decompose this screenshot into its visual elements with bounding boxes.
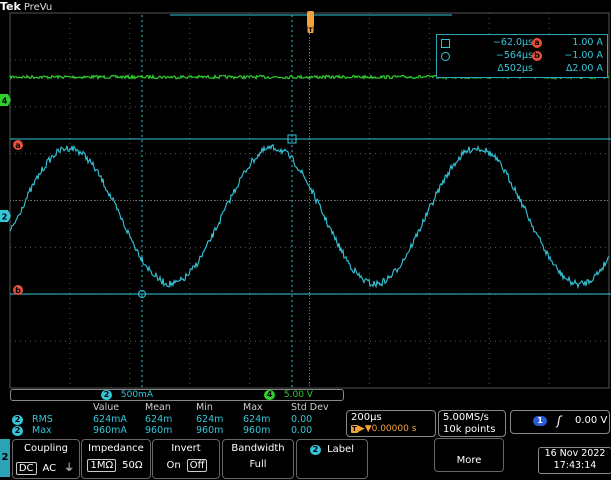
acquisition-readout[interactable]: 5.00MS/s 10k points [438,410,506,437]
meas-row-max-channel: 2 [12,425,23,436]
meas-row-rms-name: RMS [32,414,53,425]
channel-4-scale[interactable]: 4 5.00 V [264,390,313,400]
svg-text:a: a [15,141,20,150]
meas-header-mean: Mean [145,402,171,413]
channel-4-scale-value: 5.00 V [283,390,313,400]
sample-rate: 5.00MS/s [443,412,489,423]
label-channel-chip: 2 [309,445,321,455]
meas-header-value: Value [93,402,120,413]
cursor-delta-time: Δ502µs [497,63,533,74]
coupling-options: DC AC ⏚ [13,459,79,475]
coupling-ground-icon[interactable]: ⏚ [64,463,75,474]
cursor-a-value: 1.00 A [572,37,603,48]
menu-channel-tab[interactable]: 2 [0,439,10,477]
channel-4-ground-marker[interactable]: 4 [0,94,11,106]
meas-max-value: 960mA [93,425,127,436]
timebase-readout[interactable]: 200µs T▶▼0.00000 s [346,410,436,437]
cursor-readout-row-a: −62.0µs a 1.00 A [437,37,607,50]
impedance-button[interactable]: Impedance 1MΩ 50Ω [81,439,151,479]
meas-max-min: 960m [196,425,224,436]
horizontal-position: T▶▼0.00000 s [351,424,417,434]
brand-logo: Tek PreVu [0,0,52,13]
measurement-table[interactable]: Value Mean Min Max Std Dev 2 RMS 624mA 6… [10,402,342,437]
cursor-readout-row-b: −564µs b −1.00 A [437,50,607,63]
invert-off-option[interactable]: Off [186,459,208,472]
meas-rms-mean: 624m [145,414,173,425]
svg-text:4: 4 [2,97,8,106]
more-button[interactable]: More [434,438,504,472]
record-length: 10k points [443,424,496,435]
channel-4-chip: 4 [264,390,275,400]
channel-2-scale[interactable]: 2 500mA [101,390,153,400]
meas-row-rms-channel: 2 [12,414,23,425]
coupling-ac-option[interactable]: AC [42,463,57,474]
invert-button[interactable]: Invert On Off [152,439,220,479]
bandwidth-value: Full [249,459,267,470]
impedance-1m-option[interactable]: 1MΩ [87,459,117,472]
cursor-b-badge: b [532,51,542,61]
impedance-title: Impedance [88,443,144,454]
cursor-readout-row-delta: Δ502µs Δ2.00 A [437,63,607,76]
meas-rms-value: 624mA [93,414,127,425]
bandwidth-title: Bandwidth [231,443,285,454]
cursor-b-marker[interactable]: b [13,285,23,295]
cursor-b-time: −564µs [495,50,533,61]
meas-header-max: Max [243,402,263,413]
coupling-dc-option[interactable]: DC [15,462,37,475]
meas-header-min: Min [196,402,213,413]
date-time-display: 16 Nov 2022 17:43:14 [538,447,611,474]
invert-options: On Off [153,459,219,472]
meas-max-stddev: 0.00 [291,425,313,436]
trigger-level: 0.00 V [575,415,608,426]
horizontal-scale: 200µs [351,412,382,423]
channel-2-waveform [9,143,610,290]
cursor-a-badge: a [532,38,542,48]
circle-cursor-icon [441,52,450,61]
trigger-letter: T [308,27,313,34]
trigger-position-marker[interactable]: T [307,11,314,34]
invert-on-option[interactable]: On [166,460,181,471]
meas-rms-max: 624m [243,414,271,425]
cursor-b-intersect [138,290,146,298]
trigger-source: 1 [533,415,547,426]
meas-header-stddev: Std Dev [291,402,329,413]
meas-max-mean: 960m [145,425,173,436]
cursor-b-value: −1.00 A [564,50,603,61]
trigger-readout[interactable]: 1 ʃ 0.00 V [510,410,610,434]
meas-rms-min: 624m [196,414,224,425]
coupling-title: Coupling [23,443,69,454]
cursor-a-time: −62.0µs [492,37,533,48]
bandwidth-button[interactable]: Bandwidth Full [222,439,294,479]
impedance-options: 1MΩ 50Ω [82,459,150,472]
trigger-slope-icon: ʃ [557,414,562,428]
label-content: 2 Label [297,444,367,455]
cursor-readout[interactable]: −62.0µs a 1.00 A −564µs b −1.00 A Δ502µs… [436,34,608,78]
label-title: Label [327,444,355,455]
cursor-delta-value: Δ2.00 A [565,63,603,74]
date-text: 16 Nov 2022 [544,448,606,459]
more-title: More [456,455,482,466]
label-button[interactable]: 2 Label [296,439,368,479]
channel-scale-bar[interactable]: 2 500mA 4 5.00 V [10,389,344,401]
channel-2-chip: 2 [101,390,112,400]
meas-rms-stddev: 0.00 [291,414,313,425]
channel-2-scale-value: 500mA [120,390,153,400]
square-cursor-icon [441,39,450,48]
invert-title: Invert [171,443,201,454]
meas-max-max: 960m [243,425,271,436]
channel-2-ground-marker[interactable]: 2 [0,210,11,222]
impedance-50-option[interactable]: 50Ω [122,460,143,471]
svg-text:b: b [15,286,21,295]
cursor-a-intersect [287,134,297,144]
cursor-a-marker[interactable]: a [13,140,23,150]
brand-text: Tek [0,0,21,13]
meas-row-max-name: Max [32,425,52,436]
time-text: 17:43:14 [553,460,597,471]
coupling-button[interactable]: Coupling DC AC ⏚ [12,439,80,479]
trigger-icon: T [351,425,358,433]
mode-indicator: PreVu [23,2,53,13]
svg-text:2: 2 [2,213,8,222]
